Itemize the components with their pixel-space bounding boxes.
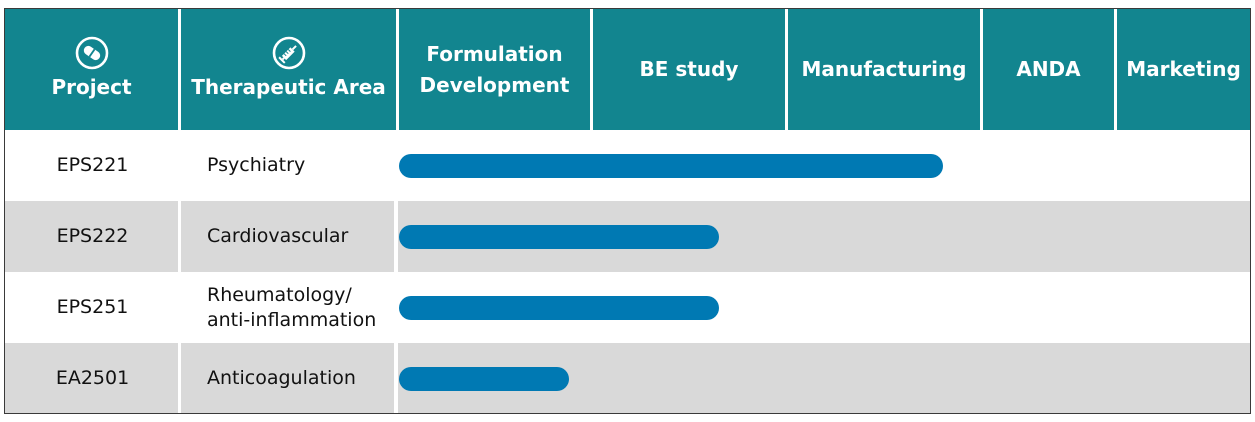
table-row: EPS221 Psychiatry — [5, 130, 1250, 201]
phase-label: BE study — [639, 57, 739, 81]
header-project: Project — [5, 9, 178, 130]
pill-icon — [75, 36, 108, 70]
therapeutic-area: Anticoagulation — [207, 367, 356, 389]
header-divider — [590, 9, 593, 130]
table-row: EPS222 Cardiovascular — [5, 201, 1250, 272]
progress-bar — [399, 154, 943, 178]
header-phase-be-study: BE study — [593, 9, 785, 130]
header-phase-manufacturing: Manufacturing — [788, 9, 980, 130]
pipeline-table: Project Therapeutic Area Formulation Dev — [4, 8, 1251, 414]
project-code: EPS251 — [56, 296, 129, 318]
header-phase-formulation: Formulation Development — [399, 9, 590, 130]
therapeutic-area: Rheumatology/ anti-inflammation — [207, 283, 377, 331]
progress-bar — [399, 225, 719, 249]
phase-label: Formulation Development — [419, 41, 570, 97]
table-header: Project Therapeutic Area Formulation Dev — [5, 9, 1250, 130]
header-area: Therapeutic Area — [181, 9, 396, 130]
header-area-label: Therapeutic Area — [191, 75, 386, 99]
table-row: EPS251 Rheumatology/ anti-inflammation — [5, 272, 1250, 343]
header-divider — [785, 9, 788, 130]
column-divider — [394, 201, 398, 272]
therapeutic-area: Cardiovascular — [207, 225, 349, 247]
header-divider — [1114, 9, 1117, 130]
syringe-icon — [272, 36, 305, 70]
header-divider — [178, 9, 181, 130]
header-divider — [396, 9, 399, 130]
progress-bar — [399, 296, 719, 320]
project-code: EPS222 — [56, 225, 129, 247]
therapeutic-area: Psychiatry — [207, 154, 306, 176]
phase-label: ANDA — [1016, 57, 1081, 81]
phase-label: Manufacturing — [801, 57, 967, 81]
project-code: EPS221 — [56, 154, 129, 176]
column-divider — [394, 343, 398, 413]
column-divider — [178, 201, 181, 272]
project-code: EA2501 — [55, 367, 130, 389]
column-divider — [178, 343, 181, 413]
progress-bar — [399, 367, 569, 391]
header-phase-marketing: Marketing — [1117, 9, 1250, 130]
header-divider — [980, 9, 983, 130]
table-row: EA2501 Anticoagulation — [5, 343, 1250, 413]
header-phase-anda: ANDA — [983, 9, 1114, 130]
header-project-label: Project — [51, 75, 132, 99]
phase-label: Marketing — [1126, 57, 1241, 81]
